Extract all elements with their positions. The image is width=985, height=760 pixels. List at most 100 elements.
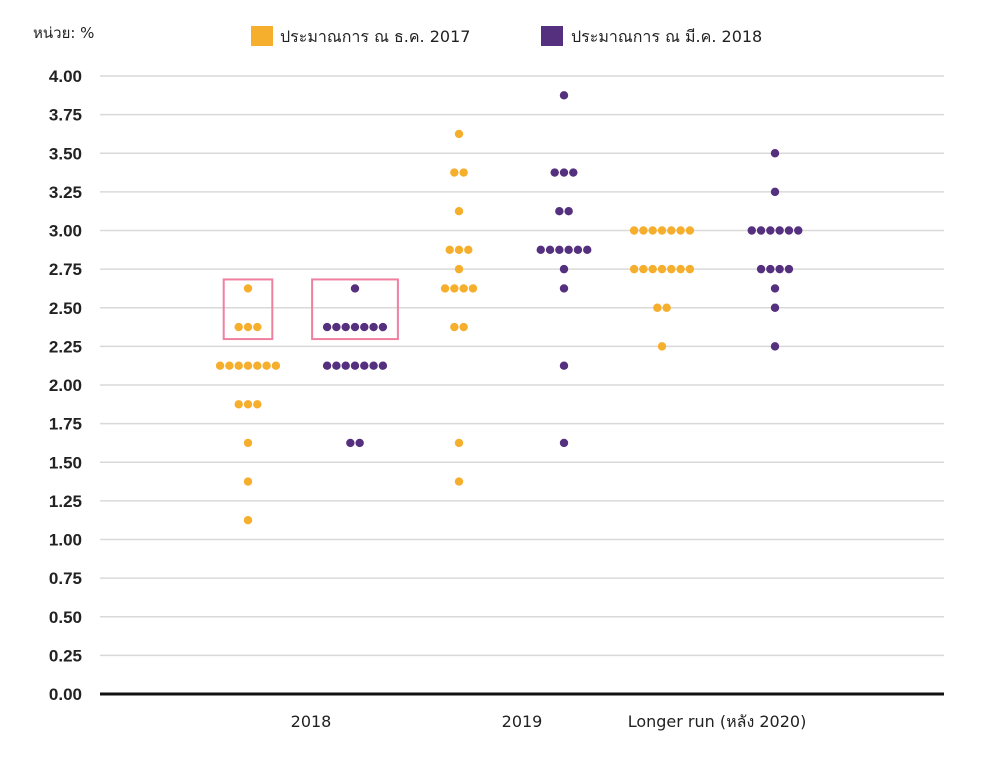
highlight-boxes bbox=[222, 278, 399, 341]
data-dot bbox=[262, 361, 271, 370]
data-dot bbox=[440, 284, 450, 293]
data-dot bbox=[747, 226, 756, 235]
y-tick-label: 3.75 bbox=[49, 106, 82, 125]
data-dot bbox=[770, 149, 780, 158]
data-dot bbox=[332, 322, 341, 332]
data-dot bbox=[685, 226, 695, 235]
legend-label-mar-2018: ประมาณการ ณ มี.ค. 2018 bbox=[571, 27, 762, 46]
data-dot bbox=[346, 438, 355, 448]
data-dot bbox=[468, 284, 478, 293]
data-dot bbox=[243, 438, 253, 448]
data-dot bbox=[450, 168, 459, 177]
data-dot bbox=[341, 322, 350, 332]
data-dot bbox=[657, 342, 667, 351]
data-dot bbox=[322, 322, 332, 332]
highlight-box bbox=[222, 278, 274, 341]
data-dot bbox=[243, 400, 253, 409]
y-tick-label: 0.50 bbox=[49, 608, 82, 627]
data-dot bbox=[559, 91, 569, 100]
data-dot bbox=[454, 477, 464, 486]
data-dot bbox=[454, 206, 464, 216]
data-dot bbox=[653, 303, 662, 312]
y-tick-label: 1.50 bbox=[49, 453, 82, 472]
data-dot bbox=[629, 264, 639, 274]
data-dot bbox=[350, 322, 360, 332]
data-dot bbox=[378, 322, 388, 332]
data-dot bbox=[243, 515, 253, 525]
y-tick-label: 3.50 bbox=[49, 144, 82, 163]
data-dot bbox=[355, 438, 364, 448]
data-dot bbox=[350, 284, 360, 293]
data-dot bbox=[657, 264, 667, 274]
highlight-box bbox=[311, 278, 399, 341]
unit-label: หน่วย: % bbox=[33, 24, 94, 42]
data-dot bbox=[559, 284, 569, 293]
x-category-label: Longer run (หลัง 2020) bbox=[628, 712, 807, 731]
data-dot bbox=[766, 264, 775, 274]
data-dot bbox=[459, 322, 468, 332]
data-dot bbox=[770, 187, 780, 197]
data-dot bbox=[685, 264, 695, 274]
y-tick-label: 2.50 bbox=[49, 299, 82, 318]
data-dot bbox=[784, 264, 794, 274]
y-tick-label: 0.75 bbox=[49, 569, 82, 588]
legend-label-dec-2017: ประมาณการ ณ ธ.ค. 2017 bbox=[280, 27, 470, 46]
data-dot bbox=[569, 168, 578, 177]
data-dot bbox=[794, 226, 803, 235]
data-dot bbox=[770, 284, 780, 293]
data-dot bbox=[459, 284, 468, 293]
data-dot bbox=[559, 168, 569, 177]
data-dot bbox=[559, 361, 569, 370]
y-tick-label: 3.25 bbox=[49, 183, 82, 202]
data-dot bbox=[676, 264, 685, 274]
data-dot bbox=[454, 129, 464, 139]
data-dot bbox=[770, 303, 780, 312]
data-dot bbox=[234, 322, 243, 332]
y-tick-label: 1.75 bbox=[49, 415, 82, 434]
data-dot bbox=[360, 361, 369, 370]
data-dot bbox=[454, 438, 464, 448]
data-points bbox=[215, 91, 803, 525]
data-dot bbox=[657, 226, 667, 235]
data-dot bbox=[784, 226, 794, 235]
data-dot bbox=[234, 361, 243, 370]
data-dot bbox=[564, 206, 573, 216]
data-dot bbox=[464, 245, 473, 255]
data-dot bbox=[775, 264, 784, 274]
data-dot bbox=[555, 245, 564, 255]
data-dot bbox=[243, 477, 253, 486]
data-dot bbox=[253, 322, 262, 332]
y-tick-label: 3.00 bbox=[49, 222, 82, 241]
data-dot bbox=[770, 342, 780, 351]
data-dot bbox=[648, 226, 657, 235]
data-dot bbox=[545, 245, 555, 255]
legend: ประมาณการ ณ ธ.ค. 2017 ประมาณการ ณ มี.ค. … bbox=[251, 26, 762, 46]
y-tick-label: 4.00 bbox=[49, 67, 82, 86]
x-category-label: 2019 bbox=[502, 712, 543, 731]
data-dot bbox=[271, 361, 281, 370]
data-dot bbox=[360, 322, 369, 332]
data-dot bbox=[454, 264, 464, 274]
data-dot bbox=[676, 226, 685, 235]
data-dot bbox=[662, 303, 671, 312]
data-dot bbox=[243, 322, 253, 332]
data-dot bbox=[775, 226, 784, 235]
data-dot bbox=[756, 226, 766, 235]
data-dot bbox=[573, 245, 583, 255]
data-dot bbox=[766, 226, 775, 235]
data-dot bbox=[629, 226, 639, 235]
y-tick-label: 2.75 bbox=[49, 260, 82, 279]
x-axis-categories: 2018 2019 Longer run (หลัง 2020) bbox=[291, 712, 807, 731]
data-dot bbox=[559, 264, 569, 274]
data-dot bbox=[536, 245, 545, 255]
data-dot bbox=[450, 284, 459, 293]
data-dot bbox=[369, 361, 378, 370]
gridlines bbox=[100, 75, 944, 657]
data-dot bbox=[445, 245, 454, 255]
data-dot bbox=[639, 264, 648, 274]
data-dot bbox=[243, 284, 253, 293]
legend-swatch-dec-2017 bbox=[251, 26, 273, 46]
data-dot bbox=[369, 322, 378, 332]
data-dot bbox=[253, 400, 262, 409]
